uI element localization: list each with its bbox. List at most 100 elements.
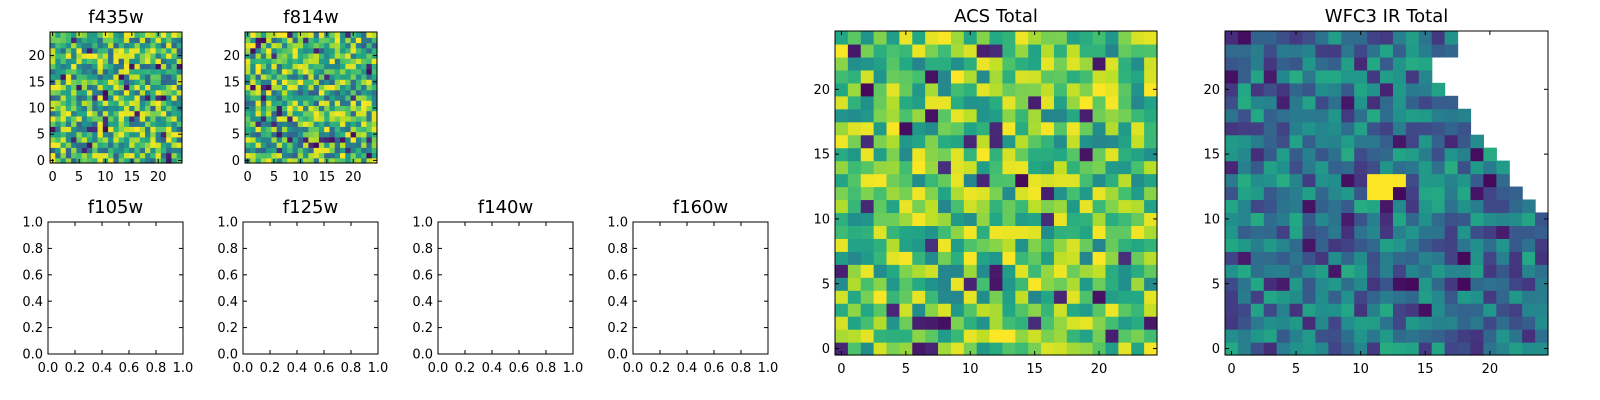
heatmap-cell: [1431, 264, 1446, 278]
x-tick-label: 0.2: [65, 361, 86, 376]
heatmap-cell: [55, 68, 62, 75]
heatmap-cell: [118, 52, 125, 59]
heatmap-cell: [1328, 303, 1342, 317]
heatmap-cell: [297, 52, 304, 59]
heatmap-cell: [334, 58, 341, 65]
heatmap-cell: [361, 73, 368, 80]
heatmap-cell: [129, 73, 136, 80]
x-tick-label: 5: [75, 170, 83, 185]
heatmap-cell: [355, 73, 362, 80]
heatmap-cell: [1225, 251, 1239, 265]
heatmap-cell: [60, 58, 67, 65]
heatmap-cell: [123, 37, 130, 44]
heatmap-cell: [361, 142, 368, 148]
heatmap-cell: [1041, 251, 1055, 265]
heatmap-cell: [1015, 264, 1029, 278]
heatmap-cell: [1418, 316, 1433, 330]
heatmap-cell: [86, 147, 93, 154]
heatmap-cell: [260, 152, 267, 159]
heatmap-cell: [255, 126, 262, 133]
heatmap-cell: [145, 105, 151, 112]
heatmap-cell: [1341, 303, 1355, 317]
heatmap-cell: [1496, 160, 1510, 175]
heatmap-cell: [925, 212, 939, 226]
heatmap-cell: [1302, 69, 1317, 84]
heatmap-cell: [250, 115, 257, 122]
heatmap-cell: [938, 342, 952, 356]
heatmap-cell: [1431, 329, 1446, 343]
heatmap-cell: [1289, 342, 1304, 356]
heatmap-cell: [92, 126, 99, 133]
heatmap-cell: [1405, 43, 1420, 58]
heatmap-cell: [65, 136, 72, 143]
heatmap-cell: [134, 73, 141, 80]
heatmap-cell: [255, 121, 262, 127]
heatmap-cell: [1405, 95, 1420, 110]
heatmap-cell: [1225, 108, 1239, 123]
heatmap-cell: [297, 100, 304, 106]
heatmap-cell: [297, 42, 304, 49]
heatmap-cell: [1225, 186, 1239, 201]
heatmap-cell: [334, 68, 341, 75]
heatmap-cell: [1328, 56, 1342, 71]
heatmap-cell: [134, 110, 141, 117]
heatmap-cell: [938, 212, 952, 226]
heatmap-cell: [55, 52, 62, 59]
heatmap-cell: [963, 212, 978, 226]
heatmap-cell: [266, 32, 272, 38]
x-tick-label: 1.0: [173, 361, 194, 376]
heatmap-cell: [1418, 121, 1433, 136]
heatmap-cell: [1302, 251, 1317, 265]
heatmap-cell: [255, 52, 262, 59]
heatmap-cell: [1041, 290, 1055, 304]
heatmap-cell: [76, 79, 83, 85]
heatmap-cell: [113, 42, 120, 49]
heatmap-cell: [963, 303, 978, 317]
heatmap-cell: [912, 212, 926, 226]
heatmap-cell: [1002, 303, 1016, 317]
x-tick-label: 0.4: [677, 361, 698, 376]
heatmap-cell: [1405, 108, 1420, 123]
heatmap-cell: [1066, 290, 1081, 304]
heatmap-cell: [50, 68, 56, 75]
heatmap-cell: [1041, 277, 1055, 291]
heatmap-cell: [155, 100, 162, 106]
heatmap-cell: [55, 32, 62, 38]
heatmap-cell: [50, 94, 56, 101]
heatmap-cell: [139, 37, 146, 44]
heatmap-cell: [271, 52, 278, 59]
heatmap-cell: [1328, 251, 1342, 265]
heatmap-cell: [899, 82, 913, 97]
heatmap-cell: [340, 136, 346, 143]
heatmap-cell: [1405, 329, 1420, 343]
heatmap-cell: [1131, 199, 1145, 214]
heatmap-cell: [102, 42, 109, 49]
heatmap-cell: [129, 68, 136, 75]
heatmap-cell: [366, 136, 373, 143]
heatmap-cell: [1131, 56, 1145, 71]
heatmap-cell: [86, 79, 93, 85]
heatmap-cell: [86, 152, 93, 159]
heatmap-cell: [92, 63, 99, 70]
heatmap-cell: [1380, 329, 1394, 343]
heatmap-cell: [963, 69, 978, 84]
heatmap-cell: [1092, 238, 1107, 252]
heatmap-cell: [1302, 212, 1317, 226]
heatmap-cell: [1457, 108, 1472, 123]
heatmap-cell: [1002, 173, 1016, 188]
heatmap-cell: [155, 42, 162, 49]
heatmap-cell: [1392, 238, 1407, 252]
heatmap-cell: [108, 147, 114, 154]
heatmap-cell: [963, 43, 978, 58]
heatmap-cell: [1509, 303, 1523, 317]
heatmap-cell: [134, 52, 141, 59]
heatmap-cell: [266, 84, 272, 91]
ticks: 0.0 0.2 0.4 0.6 0.8 1.00.00.20.40.60.81.0: [22, 216, 193, 376]
heatmap-cell: [860, 56, 875, 71]
heatmap-cell: [340, 79, 346, 85]
heatmap-cell: [355, 147, 362, 154]
y-tick-label: 0.8: [607, 242, 628, 257]
heatmap-cell: [899, 173, 913, 188]
heatmap-cell: [145, 147, 151, 154]
